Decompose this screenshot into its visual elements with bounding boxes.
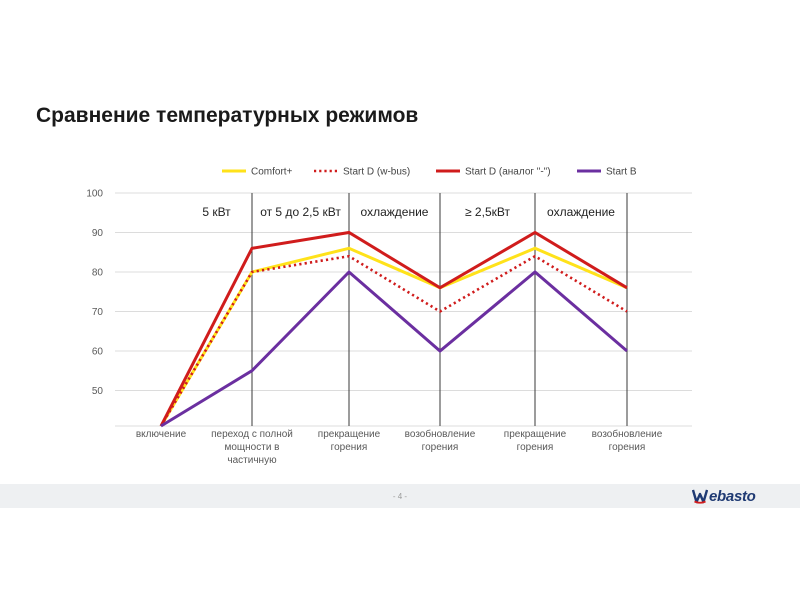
legend-label: Start D (аналог "-") <box>465 167 551 178</box>
x-tick-label: прекращение <box>504 429 567 440</box>
y-tick-label: 80 <box>92 267 104 278</box>
webasto-logo: ebasto <box>692 486 756 506</box>
legend-label: Start B <box>606 167 637 178</box>
phase-label: охлаждение <box>361 205 429 219</box>
page-number: - 4 - <box>392 492 408 501</box>
phase-dividers <box>251 193 628 426</box>
logo-text: ebasto <box>709 487 756 505</box>
x-tick-label: прекращение <box>318 429 381 440</box>
legend: Comfort+ Start D (w-bus) Start D (аналог "… <box>222 167 637 178</box>
grid-layer <box>115 192 692 427</box>
y-tick-label: 70 <box>92 307 104 318</box>
x-tick-label: частичную <box>227 455 277 466</box>
x-axis-ticks: включение переход с полной мощности в части… <box>136 428 663 466</box>
x-tick-label: возобновление <box>592 428 663 440</box>
phase-label: от 5 до 2,5 кВт <box>260 205 341 219</box>
y-axis-ticks: 50 60 70 80 90 100 <box>86 189 103 397</box>
phase-label: 5 кВт <box>202 205 231 219</box>
footer-band <box>0 484 800 508</box>
series-line <box>159 254 628 427</box>
series-lines <box>159 230 628 428</box>
y-tick-label: 100 <box>86 189 103 200</box>
x-tick-label: горения <box>609 442 646 453</box>
series-line <box>159 246 628 427</box>
x-tick-label: мощности в <box>224 442 279 453</box>
y-tick-label: 50 <box>92 386 104 397</box>
x-tick-label: горения <box>517 442 554 453</box>
phase-labels: 5 кВт от 5 до 2,5 кВт охлаждение ≥ 2,5кВт ох… <box>202 205 615 219</box>
legend-label: Start D (w-bus) <box>343 167 410 178</box>
y-tick-label: 90 <box>92 228 104 239</box>
x-tick-label: возобновление <box>405 428 476 440</box>
phase-label: ≥ 2,5кВт <box>465 205 510 219</box>
phase-label: охлаждение <box>547 205 615 219</box>
slide-title: Сравнение температурных режимов <box>36 104 419 127</box>
webasto-w-icon <box>692 489 708 504</box>
series-line <box>160 269 628 428</box>
x-tick-label: горения <box>422 442 459 453</box>
series-line <box>159 230 628 427</box>
x-tick-label: переход с полной <box>211 429 293 440</box>
legend-label: Comfort+ <box>251 167 293 178</box>
y-tick-label: 60 <box>92 346 104 357</box>
x-tick-label: горения <box>331 442 368 453</box>
x-tick-label: включение <box>136 429 187 440</box>
